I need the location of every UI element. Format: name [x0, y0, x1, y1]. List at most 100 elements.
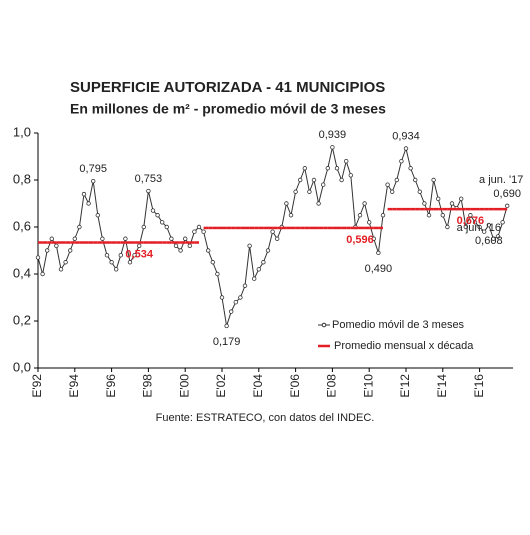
- data-point: [367, 220, 372, 225]
- x-tick-label: E'92: [30, 374, 44, 398]
- data-point: [256, 267, 261, 272]
- value-label: 0,753: [135, 173, 163, 185]
- data-point: [54, 243, 59, 248]
- data-point: [127, 260, 133, 265]
- data-point: [77, 224, 82, 230]
- data-point: [413, 177, 418, 183]
- data-point: [118, 252, 123, 258]
- data-point: [472, 220, 478, 225]
- y-tick-label: 1,0: [13, 124, 31, 139]
- data-point: [463, 224, 468, 230]
- y-tick-label: 0,4: [13, 265, 31, 280]
- data-point: [357, 213, 363, 218]
- data-point: [205, 248, 211, 253]
- legend-label: Promedio mensual x década: [334, 340, 474, 352]
- data-point: [431, 177, 436, 183]
- data-point: [219, 295, 225, 300]
- x-tick-label: E'12: [398, 374, 412, 398]
- annotation: a jun. '17: [479, 174, 523, 186]
- x-tick-label: E'04: [251, 374, 265, 398]
- data-point: [215, 271, 220, 277]
- data-point: [417, 189, 422, 194]
- data-point: [495, 234, 501, 239]
- data-point: [293, 189, 298, 194]
- data-point: [169, 236, 174, 241]
- data-point: [394, 177, 399, 183]
- annotation: a jun. '16: [457, 222, 501, 234]
- data-point: [238, 295, 243, 300]
- data-point: [436, 196, 441, 201]
- y-tick-label: 0,8: [13, 171, 31, 186]
- data-point: [136, 243, 142, 248]
- data-point: [491, 236, 496, 241]
- data-point: [201, 229, 206, 234]
- data-point: [426, 213, 432, 218]
- data-point: [275, 236, 280, 241]
- data-point: [482, 229, 487, 234]
- data-point: [90, 178, 96, 184]
- data-point: [344, 158, 349, 164]
- data-point: [72, 236, 77, 241]
- data-point: [58, 267, 64, 272]
- data-point: [390, 189, 395, 194]
- data-point: [100, 236, 105, 241]
- data-point: [408, 166, 413, 171]
- data-point: [164, 224, 169, 230]
- data-point: [123, 236, 128, 241]
- value-label: 0,934: [392, 130, 420, 142]
- data-point: [155, 213, 160, 218]
- data-point: [113, 267, 119, 272]
- data-point: [486, 222, 491, 228]
- data-point: [132, 252, 137, 258]
- data-point: [247, 243, 252, 248]
- legend-label: Pomedio móvil de 3 meses: [332, 319, 465, 331]
- average-label: 0,596: [346, 234, 374, 246]
- value-label: 0,939: [319, 129, 347, 141]
- data-point: [251, 276, 257, 281]
- data-point: [146, 188, 151, 194]
- data-point: [265, 248, 271, 253]
- data-point: [228, 309, 234, 314]
- data-point: [339, 177, 344, 183]
- value-label: 0,795: [79, 163, 107, 175]
- data-point: [284, 201, 289, 206]
- data-point: [376, 250, 381, 256]
- data-point: [95, 213, 100, 218]
- data-point: [316, 201, 321, 206]
- chart-subtitle: En millones de m² - promedio móvil de 3 …: [70, 101, 386, 117]
- x-tick-label: E'94: [67, 374, 81, 398]
- data-point: [330, 145, 335, 150]
- data-point: [45, 248, 50, 253]
- data-point: [505, 203, 510, 209]
- y-tick-label: 0,6: [13, 218, 31, 233]
- data-point: [311, 177, 317, 183]
- data-point: [440, 213, 445, 218]
- data-point: [182, 236, 188, 241]
- data-point: [196, 224, 202, 230]
- data-point: [81, 191, 87, 197]
- data-point: [173, 243, 179, 248]
- data-point: [422, 201, 427, 206]
- data-point: [334, 166, 340, 171]
- data-point: [178, 248, 183, 253]
- data-point: [468, 213, 473, 218]
- average-label: 0,534: [125, 248, 153, 260]
- data-line: [37, 146, 508, 327]
- data-point: [159, 220, 165, 225]
- data-point: [141, 224, 146, 230]
- chart-title: SUPERFICIE AUTORIZADA - 41 MUNICIPIOS: [70, 79, 385, 96]
- value-label: 0,490: [365, 263, 393, 275]
- data-point: [150, 208, 156, 213]
- data-point: [86, 201, 91, 206]
- data-point: [63, 260, 68, 265]
- x-tick-label: E'10: [361, 374, 375, 398]
- value-label: 0,179: [213, 336, 241, 348]
- data-point: [192, 229, 197, 234]
- data-point: [449, 201, 455, 206]
- data-point: [362, 201, 367, 206]
- x-tick-label: E'00: [177, 374, 191, 398]
- average-label: 0,676: [457, 215, 485, 227]
- data-point: [187, 243, 192, 248]
- x-tick-label: E'98: [141, 374, 155, 398]
